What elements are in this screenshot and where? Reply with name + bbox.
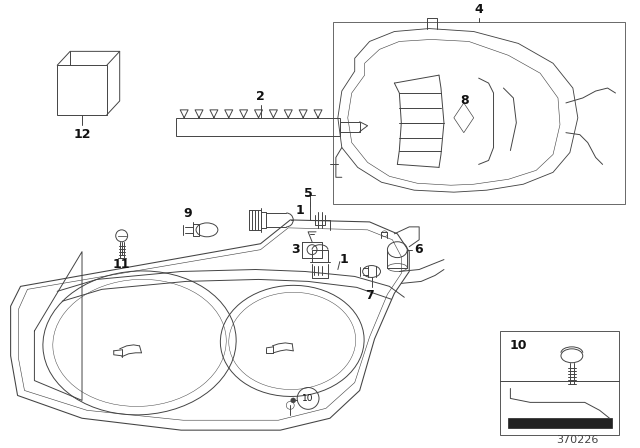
Polygon shape <box>508 418 612 428</box>
Text: 1: 1 <box>295 203 304 216</box>
Text: 12: 12 <box>73 128 91 141</box>
Text: 1: 1 <box>340 253 349 266</box>
Text: 2: 2 <box>256 90 265 103</box>
Text: 3: 3 <box>292 243 300 256</box>
Text: 8: 8 <box>460 95 469 108</box>
Text: 7: 7 <box>365 289 374 302</box>
Text: 6: 6 <box>414 243 423 256</box>
Text: 10: 10 <box>509 339 527 352</box>
Circle shape <box>291 398 296 403</box>
Text: 10: 10 <box>302 394 314 403</box>
Text: 4: 4 <box>474 3 483 16</box>
Text: 5: 5 <box>304 187 312 200</box>
Text: 9: 9 <box>184 207 193 220</box>
Text: 370226: 370226 <box>557 435 599 445</box>
Text: 11: 11 <box>113 258 131 271</box>
